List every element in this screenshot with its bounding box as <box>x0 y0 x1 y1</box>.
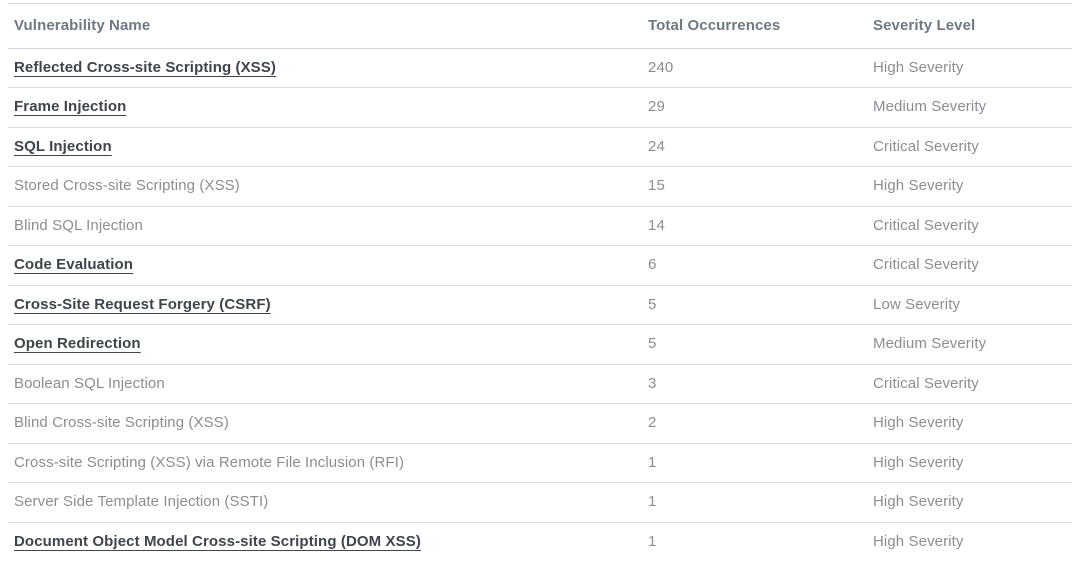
vulnerability-name-text: Boolean SQL Injection <box>14 374 165 392</box>
table-row: Boolean SQL Injection 3 Critical Severit… <box>8 364 1072 404</box>
occurrences-value: 2 <box>648 414 657 432</box>
table-row: SQL Injection 24 Critical Severity <box>8 127 1072 167</box>
occurrences-value: 29 <box>648 98 665 116</box>
table-row: Cross-Site Request Forgery (CSRF) 5 Low … <box>8 285 1072 325</box>
severity-value: Critical Severity <box>873 216 979 234</box>
vulnerability-name-text: Blind Cross-site Scripting (XSS) <box>14 414 229 432</box>
vulnerability-name-link[interactable]: Document Object Model Cross-site Scripti… <box>14 533 421 551</box>
severity-value: Medium Severity <box>873 98 987 116</box>
occurrences-value: 5 <box>648 295 657 313</box>
table-row: Blind Cross-site Scripting (XSS) 2 High … <box>8 404 1072 444</box>
vulnerability-name-text: Blind SQL Injection <box>14 216 143 234</box>
column-header-vulnerability-name: Vulnerability Name <box>14 17 151 35</box>
occurrences-value: 15 <box>648 177 665 195</box>
vulnerability-name-text: Cross-site Scripting (XSS) via Remote Fi… <box>14 453 405 471</box>
table-header-row: Vulnerability Name Total Occurrences Sev… <box>8 4 1072 49</box>
severity-value: High Severity <box>873 533 964 551</box>
severity-value: High Severity <box>873 58 964 76</box>
table-row: Document Object Model Cross-site Scripti… <box>8 522 1072 562</box>
severity-value: High Severity <box>873 453 964 471</box>
vulnerability-name-text: Stored Cross-site Scripting (XSS) <box>14 177 240 195</box>
table-row: Blind SQL Injection 14 Critical Severity <box>8 206 1072 246</box>
severity-value: High Severity <box>873 177 964 195</box>
vulnerability-name-link[interactable]: Open Redirection <box>14 335 141 353</box>
occurrences-value: 1 <box>648 533 657 551</box>
table-row: Frame Injection 29 Medium Severity <box>8 88 1072 128</box>
severity-value: Critical Severity <box>873 256 979 274</box>
vulnerability-name-link[interactable]: SQL Injection <box>14 137 112 155</box>
occurrences-value: 14 <box>648 216 665 234</box>
severity-value: High Severity <box>873 493 964 511</box>
occurrences-value: 240 <box>648 58 674 76</box>
occurrences-value: 5 <box>648 335 657 353</box>
column-header-total-occurrences: Total Occurrences <box>648 17 781 35</box>
severity-value: Medium Severity <box>873 335 987 353</box>
table-row: Open Redirection 5 Medium Severity <box>8 325 1072 365</box>
vulnerability-name-link[interactable]: Reflected Cross-site Scripting (XSS) <box>14 58 276 76</box>
severity-value: Critical Severity <box>873 374 979 392</box>
occurrences-value: 1 <box>648 493 657 511</box>
table-body: Reflected Cross-site Scripting (XSS) 240… <box>8 48 1072 562</box>
severity-value: Low Severity <box>873 295 961 313</box>
occurrences-value: 24 <box>648 137 665 155</box>
vulnerability-name-link[interactable]: Frame Injection <box>14 98 127 116</box>
occurrences-value: 3 <box>648 374 657 392</box>
vulnerability-table: Vulnerability Name Total Occurrences Sev… <box>8 3 1072 562</box>
severity-value: High Severity <box>873 414 964 432</box>
occurrences-value: 6 <box>648 256 657 274</box>
table-row: Server Side Template Injection (SSTI) 1 … <box>8 483 1072 523</box>
vulnerability-name-link[interactable]: Code Evaluation <box>14 256 134 274</box>
table-row: Cross-site Scripting (XSS) via Remote Fi… <box>8 443 1072 483</box>
table-row: Reflected Cross-site Scripting (XSS) 240… <box>8 48 1072 88</box>
table-row: Stored Cross-site Scripting (XSS) 15 Hig… <box>8 167 1072 207</box>
severity-value: Critical Severity <box>873 137 979 155</box>
table-row: Code Evaluation 6 Critical Severity <box>8 246 1072 286</box>
vulnerability-name-link[interactable]: Cross-Site Request Forgery (CSRF) <box>14 295 271 313</box>
occurrences-value: 1 <box>648 453 657 471</box>
vulnerability-name-text: Server Side Template Injection (SSTI) <box>14 493 269 511</box>
column-header-severity-level: Severity Level <box>873 17 976 35</box>
